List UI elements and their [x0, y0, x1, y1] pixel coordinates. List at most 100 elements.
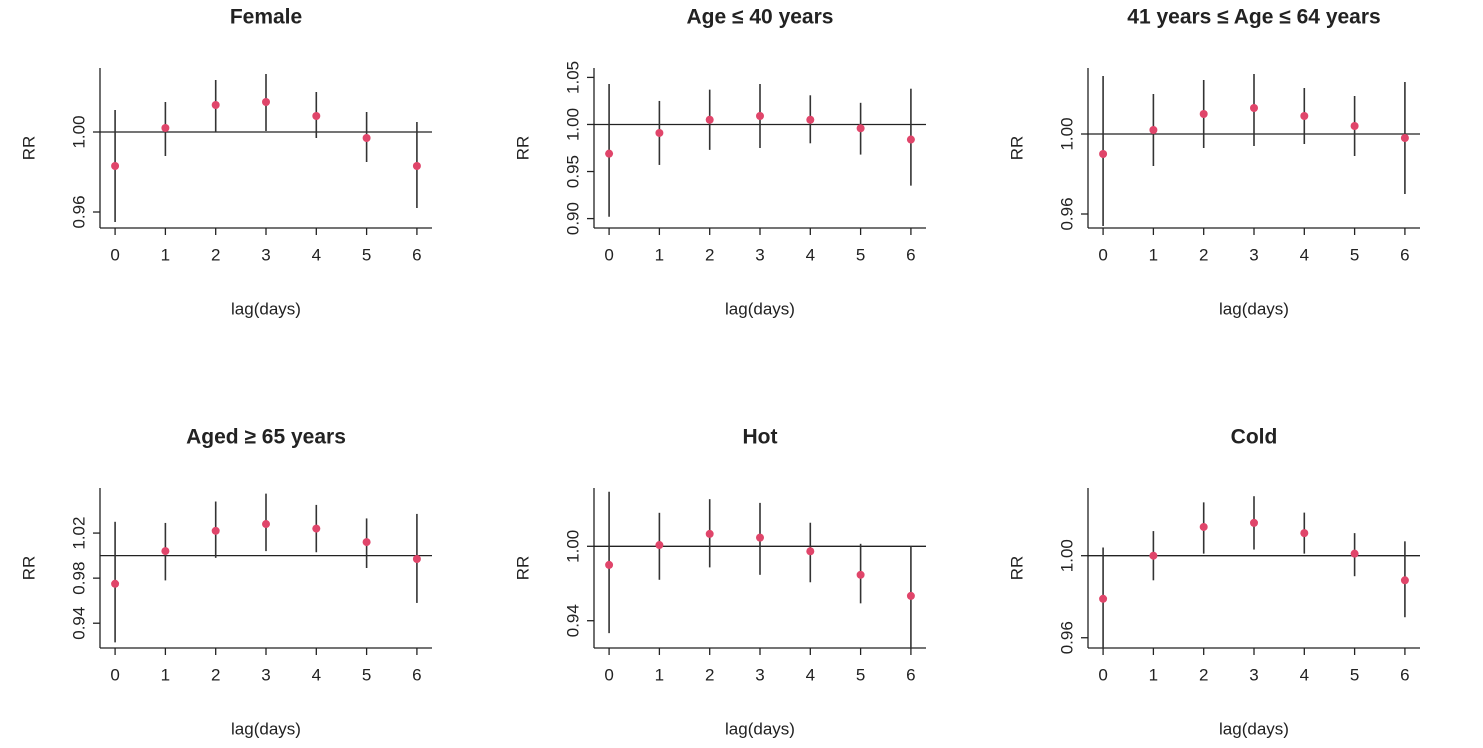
x-tick-label: 1: [1149, 665, 1158, 684]
point: [211, 526, 220, 535]
point: [856, 570, 865, 579]
point: [1300, 529, 1309, 538]
x-axis-label: lag(days): [725, 299, 795, 318]
point: [806, 547, 815, 556]
x-tick-label: 4: [312, 245, 321, 264]
point: [161, 124, 170, 132]
point: [655, 128, 664, 137]
y-tick-label: 0.96: [1057, 621, 1076, 654]
point: [906, 135, 915, 144]
x-tick-label: 2: [211, 665, 220, 684]
x-tick-label: 0: [604, 665, 613, 684]
x-tick-label: 3: [261, 665, 270, 684]
y-axis-label: RR: [19, 556, 38, 581]
x-tick-label: 2: [705, 245, 714, 264]
point: [1149, 126, 1158, 134]
x-tick-label: 1: [655, 665, 664, 684]
x-axis-label: lag(days): [1219, 719, 1289, 738]
point: [906, 591, 915, 600]
y-axis-label: RR: [513, 556, 532, 581]
x-tick-label: 6: [906, 665, 915, 684]
panel: Age ≤ 40 years RR lag(days) 0 1 2 3 4 5 6 0.90 0.95…: [513, 6, 926, 318]
x-tick-label: 4: [1300, 245, 1309, 264]
x-tick-label: 0: [1098, 245, 1107, 264]
point: [312, 112, 321, 120]
x-tick-label: 0: [1098, 665, 1107, 684]
y-axis-label: RR: [1007, 136, 1026, 161]
panel: Hot RR lag(days) 0 1 2 3 4 5 6 0.94 1.00: [513, 426, 926, 738]
x-tick-label: 0: [604, 245, 613, 264]
point: [1250, 104, 1258, 112]
x-tick-label: 2: [705, 665, 714, 684]
x-tick-label: 2: [211, 245, 220, 264]
panel: Aged ≥ 65 years RR lag(days) 0 1 2 3 4 5 6 0.94 0.9…: [19, 426, 432, 738]
point: [756, 533, 764, 542]
x-tick-label: 4: [806, 665, 815, 684]
point: [856, 124, 865, 133]
x-tick-label: 3: [261, 245, 270, 264]
y-axis-label: RR: [1007, 556, 1026, 581]
x-tick-label: 2: [1199, 245, 1208, 264]
point: [705, 115, 714, 124]
x-axis-label: lag(days): [725, 719, 795, 738]
point: [806, 115, 815, 124]
x-axis-label: lag(days): [231, 719, 301, 738]
x-tick-label: 6: [1400, 665, 1409, 684]
y-tick-label: 0.96: [69, 195, 88, 228]
x-tick-label: 6: [412, 665, 421, 684]
point: [1400, 134, 1409, 142]
panel-title: Aged ≥ 65 years: [186, 426, 346, 449]
point: [1250, 518, 1258, 527]
point: [111, 162, 120, 170]
point: [605, 560, 614, 569]
point: [1350, 549, 1359, 558]
x-tick-label: 3: [755, 245, 764, 264]
x-tick-label: 5: [362, 245, 371, 264]
panel-title: Female: [230, 6, 302, 29]
y-tick-label: 0.96: [1057, 197, 1076, 230]
x-tick-label: 5: [856, 245, 865, 264]
panel: Cold RR lag(days) 0 1 2 3 4 5 6 0.96 1.00: [1007, 426, 1420, 738]
x-tick-label: 6: [412, 245, 421, 264]
y-tick-label: 0.94: [69, 607, 88, 640]
point: [412, 162, 421, 170]
point: [1350, 122, 1359, 130]
panel: Female RR lag(days) 0 1 2 3 4 5 6 0.96 1.00: [19, 6, 432, 318]
point: [1099, 150, 1108, 158]
x-tick-label: 0: [110, 665, 119, 684]
point: [111, 579, 120, 588]
point: [312, 524, 321, 533]
point: [1199, 110, 1208, 118]
y-tick-label: 1.02: [69, 517, 88, 550]
x-tick-label: 3: [755, 665, 764, 684]
x-tick-label: 1: [1149, 245, 1158, 264]
x-tick-label: 1: [655, 245, 664, 264]
point: [262, 520, 270, 529]
x-tick-label: 2: [1199, 665, 1208, 684]
y-tick-label: 1.00: [563, 530, 582, 563]
y-tick-label: 1.00: [1057, 117, 1076, 150]
y-tick-label: 1.00: [1057, 539, 1076, 572]
panel: 41 years ≤ Age ≤ 64 years RR lag(days) 0 1 2 3…: [1007, 6, 1420, 318]
x-tick-label: 5: [1350, 245, 1359, 264]
panel-title: Hot: [743, 426, 778, 449]
y-tick-label: 0.94: [563, 604, 582, 637]
x-tick-label: 5: [1350, 665, 1359, 684]
y-tick-label: 0.98: [69, 562, 88, 595]
point: [1300, 112, 1309, 120]
x-axis-label: lag(days): [1219, 299, 1289, 318]
panel-title: Cold: [1231, 426, 1278, 449]
x-tick-label: 1: [161, 665, 170, 684]
y-tick-label: 0.90: [563, 202, 582, 235]
y-axis-label: RR: [19, 136, 38, 161]
point: [211, 101, 220, 109]
panel-title: Age ≤ 40 years: [687, 6, 834, 29]
y-tick-label: 1.05: [563, 61, 582, 94]
y-axis-label: RR: [513, 136, 532, 161]
x-tick-label: 1: [161, 245, 170, 264]
x-tick-label: 4: [1300, 665, 1309, 684]
point: [262, 98, 270, 106]
point: [1199, 522, 1208, 531]
point: [362, 134, 371, 142]
